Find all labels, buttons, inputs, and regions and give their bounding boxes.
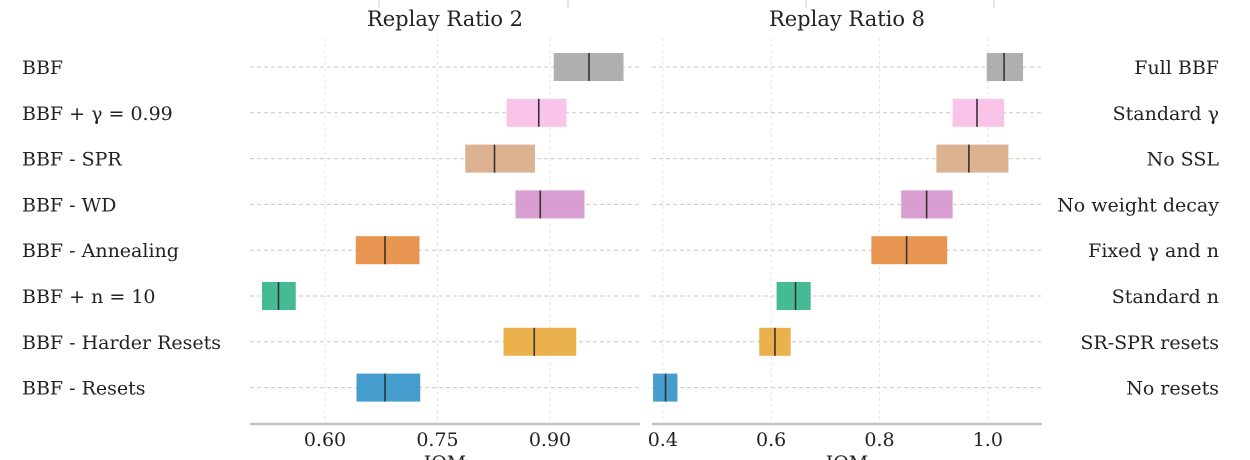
interval-bar (776, 282, 811, 310)
category-label: BBF - Annealing (22, 240, 179, 262)
category-label: BBF - SPR (22, 149, 122, 171)
interval-bar (356, 373, 421, 402)
interval-bar (986, 53, 1024, 81)
interval-bar (506, 98, 567, 127)
category-label: BBF + γ = 0.99 (22, 103, 173, 125)
x-tick-label: 1.0 (973, 429, 1003, 451)
category-label: SR-SPR resets (1080, 332, 1219, 354)
interval-bar (503, 327, 577, 356)
category-label: BBF - WD (22, 194, 116, 216)
category-label: Fixed γ and n (1088, 240, 1219, 262)
x-tick-label: 0.8 (864, 429, 894, 451)
category-label: BBF - Harder Resets (22, 332, 221, 354)
x-axis-title: IQM (826, 452, 869, 460)
panel-title: Replay Ratio 2 (367, 7, 523, 31)
interval-bar (465, 144, 535, 173)
category-label: BBF + n = 10 (22, 286, 156, 308)
x-tick-label: 0.75 (416, 429, 458, 451)
category-label: Standard γ (1113, 103, 1219, 125)
x-tick-label: 0.60 (304, 429, 346, 451)
interval-bar (871, 236, 948, 265)
category-label: No weight decay (1057, 194, 1219, 216)
x-tick-label: 0.4 (648, 429, 678, 451)
x-tick-label: 0.6 (756, 429, 786, 451)
interval-bar (355, 236, 420, 265)
panel-title: Replay Ratio 8 (769, 7, 925, 31)
interval-bar (936, 144, 1009, 173)
category-label: BBF - Resets (22, 378, 146, 400)
category-label: BBF (22, 57, 63, 79)
x-tick-label: 0.90 (529, 429, 571, 451)
interval-bar (515, 190, 585, 219)
category-label: Standard n (1112, 286, 1219, 308)
interval-bar (952, 98, 1005, 127)
x-axis-title: IQM (424, 452, 467, 460)
category-label: No resets (1126, 378, 1219, 400)
category-label: No SSL (1147, 149, 1220, 171)
category-label: Full BBF (1134, 57, 1219, 79)
